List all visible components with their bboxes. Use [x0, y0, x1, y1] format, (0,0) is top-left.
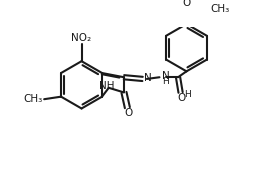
Text: N: N: [162, 71, 170, 81]
Text: H: H: [162, 77, 169, 86]
Text: NO₂: NO₂: [71, 32, 92, 43]
Text: O: O: [124, 108, 132, 118]
Text: O: O: [182, 0, 191, 8]
Text: CH₃: CH₃: [210, 4, 229, 14]
Text: NH: NH: [99, 81, 115, 91]
Text: CH₃: CH₃: [23, 94, 42, 104]
Text: N: N: [144, 73, 152, 83]
Text: H: H: [184, 90, 191, 99]
Text: O: O: [177, 93, 186, 103]
